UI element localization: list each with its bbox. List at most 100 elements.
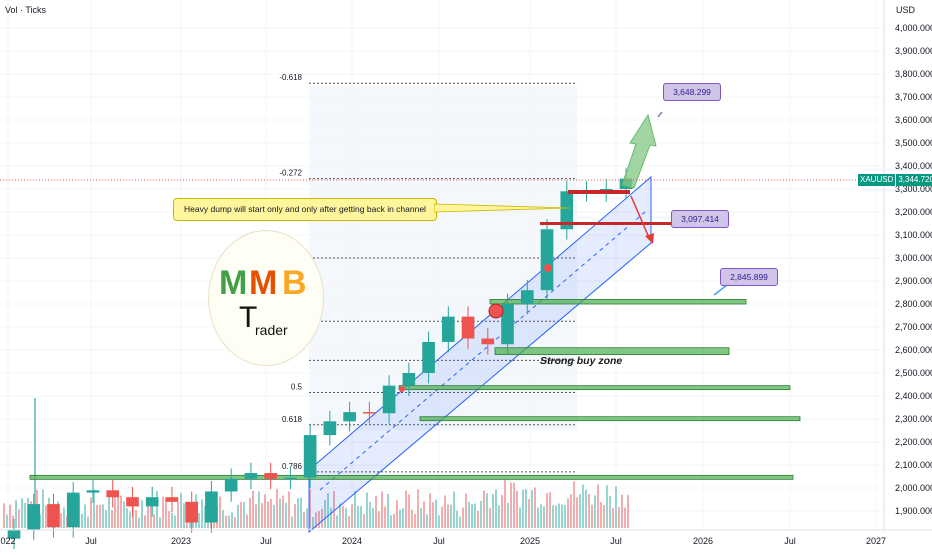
price-axis[interactable]: 4,000.000 3,900.000 3,800.000 3,700.000 3,60…	[895, 23, 932, 516]
volume-bar	[111, 509, 113, 528]
target-low-value: 2,845.899	[730, 272, 768, 282]
callout-note[interactable]: Heavy dump will start only and only afte…	[173, 198, 437, 221]
price-tick-label: 3,000.000	[895, 253, 932, 263]
volume-bar	[483, 490, 485, 528]
volume-bar	[336, 515, 338, 528]
volume-bar	[495, 489, 497, 528]
support-zone[interactable]	[29, 474, 794, 480]
price-tick-label: 3,100.000	[895, 230, 932, 240]
volume-bar	[174, 515, 176, 528]
mmb-trader-logo: M M B T rader	[208, 230, 324, 366]
time-tick-label: Jul	[784, 536, 796, 546]
volume-bar	[93, 489, 95, 528]
time-tick-label: 022	[0, 536, 15, 546]
target-label-low[interactable]: 2,845.899	[720, 268, 778, 286]
volume-bar	[606, 485, 608, 528]
price-tick-label: 3,700.000	[895, 92, 932, 102]
volume-bar	[624, 507, 626, 528]
volume-bar	[618, 507, 620, 528]
support-zone[interactable]	[419, 416, 801, 422]
volume-bar	[546, 493, 548, 528]
volume-bar	[150, 500, 152, 528]
callout-text: Heavy dump will start only and only afte…	[184, 204, 426, 214]
volume-bar	[285, 502, 287, 528]
channel-band[interactable]	[308, 175, 652, 534]
volume-bar	[531, 490, 533, 528]
volume-bar	[507, 502, 509, 528]
price-channel[interactable]	[308, 175, 652, 534]
target-label-mid[interactable]: 3,097.414	[671, 210, 729, 228]
volume-bar	[363, 514, 365, 528]
candle-body	[323, 421, 337, 436]
volume-bar	[282, 495, 284, 528]
price-tick-label: 2,400.000	[895, 391, 932, 401]
target-label-high[interactable]: 3,648.299	[663, 83, 721, 101]
target-high-pointer	[657, 111, 663, 118]
volume-bar	[162, 496, 164, 528]
volume-bar	[429, 493, 431, 528]
price-badge[interactable]: XAUUSD 3,344.720	[858, 174, 932, 186]
price-tick-label: 3,500.000	[895, 138, 932, 148]
volume-bar	[87, 516, 89, 528]
volume-bar	[60, 513, 62, 528]
time-axis[interactable]: 022 Jul 2023 Jul 2024 Jul 2025 Jul 2026 Jul 2027	[0, 536, 886, 546]
volume-bar	[303, 511, 305, 528]
volume-bar	[255, 504, 257, 528]
last-price-badge: 3,344.720	[896, 174, 932, 186]
volume-bar	[540, 504, 542, 528]
volume-bar	[180, 492, 182, 528]
volume-bar	[549, 492, 551, 528]
volume-bar	[309, 489, 311, 528]
volume-bar	[372, 507, 374, 528]
candle-body	[343, 412, 356, 422]
svg-text:B: B	[282, 264, 307, 302]
candle-body	[47, 504, 60, 528]
resistance-marker-upper	[568, 190, 630, 194]
target-low-pointer	[713, 284, 728, 296]
volume-bar	[141, 500, 143, 528]
volume-bar	[147, 504, 149, 528]
candle-body	[126, 497, 139, 507]
volume-bar	[375, 496, 377, 528]
support-zones[interactable]	[29, 298, 801, 480]
volume-bar	[420, 507, 422, 528]
logo-mark: M M B T rader	[219, 264, 307, 338]
currency-label[interactable]: USD	[896, 5, 916, 15]
volume-bar	[270, 498, 272, 528]
support-zone[interactable]	[398, 385, 791, 391]
price-tick-label: 3,200.000	[895, 207, 932, 217]
volume-bar	[279, 498, 281, 528]
support-zone[interactable]	[489, 298, 747, 305]
volume-bar	[306, 508, 308, 528]
volume-bar	[525, 489, 527, 528]
volume-bar	[588, 494, 590, 528]
volume-bar	[492, 494, 494, 528]
candle-body	[402, 373, 416, 386]
volume-bar	[90, 497, 92, 528]
volume-bar	[132, 497, 134, 528]
volume-bar	[570, 494, 572, 528]
volume-bar	[321, 508, 323, 528]
volume-bar	[516, 490, 518, 528]
support-zone[interactable]	[494, 347, 730, 356]
candle-body	[106, 490, 120, 498]
candle-body	[520, 290, 534, 304]
volume-bar	[42, 489, 44, 528]
volume-bar	[153, 514, 155, 528]
volume-bar	[324, 500, 326, 528]
candle-body	[540, 229, 554, 291]
volume-bar	[105, 510, 107, 528]
volume-bar	[351, 504, 353, 528]
volume-bar	[219, 496, 221, 528]
volume-bar	[96, 504, 98, 528]
volume-bar	[342, 505, 344, 528]
volume-bar	[165, 498, 167, 528]
volume-bar	[504, 479, 506, 528]
pivot-circle-mini	[399, 386, 405, 392]
volume-indicator-label[interactable]: Vol · Ticks	[5, 5, 47, 15]
volume-bar	[393, 513, 395, 528]
volume-bar	[480, 500, 482, 528]
price-tick-label: 3,300.000	[895, 184, 932, 194]
